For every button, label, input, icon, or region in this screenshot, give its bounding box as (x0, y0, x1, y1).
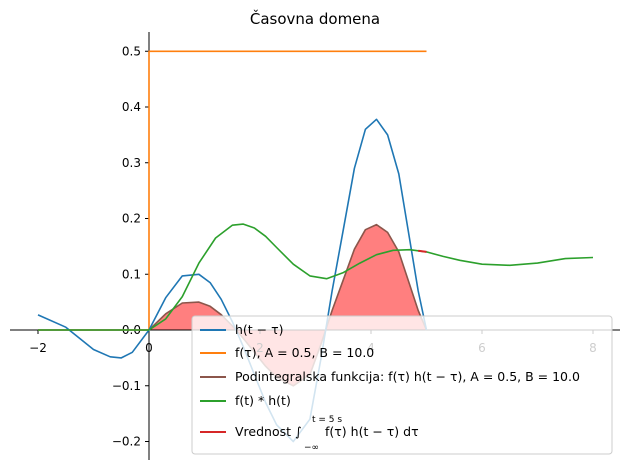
legend-label: f(τ) h(t − τ) dτ (325, 424, 419, 439)
x-tick-label: −2 (29, 341, 47, 355)
legend-label: Podintegralska funkcija: f(τ) h(t − τ), … (235, 369, 580, 384)
y-tick-label: −0.2 (112, 435, 141, 449)
y-tick-label: 0.3 (122, 156, 141, 170)
legend-label-lower-limit: −∞ (304, 443, 319, 453)
y-tick-label: 0.1 (122, 267, 141, 281)
legend-label: f(τ), A = 0.5, B = 10.0 (235, 345, 374, 360)
legend-box (191, 315, 613, 455)
legend-label: Vrednost ∫ (235, 424, 302, 439)
integral-value-line (418, 249, 427, 253)
chart-title: Časovna domena (250, 9, 380, 28)
integrand-area-fill (38, 224, 427, 386)
convolution-series-line (38, 223, 594, 331)
legend-label-upper-limit: t = 5 s (312, 415, 342, 425)
legend-label: h(t − τ) (235, 322, 284, 337)
legend: h(t − τ) f(τ), A = 0.5, B = 10.0 Podintegr… (191, 315, 613, 455)
y-tick-label: 0.5 (122, 44, 141, 58)
y-tick-label: −0.1 (112, 379, 141, 393)
x-tick-label: 0 (145, 341, 153, 355)
y-tick-label: 0.4 (122, 100, 141, 114)
legend-label: f(t) * h(t) (235, 393, 291, 408)
integrand-fill-layer (38, 224, 427, 386)
y-tick-label: 0.2 (122, 212, 141, 226)
